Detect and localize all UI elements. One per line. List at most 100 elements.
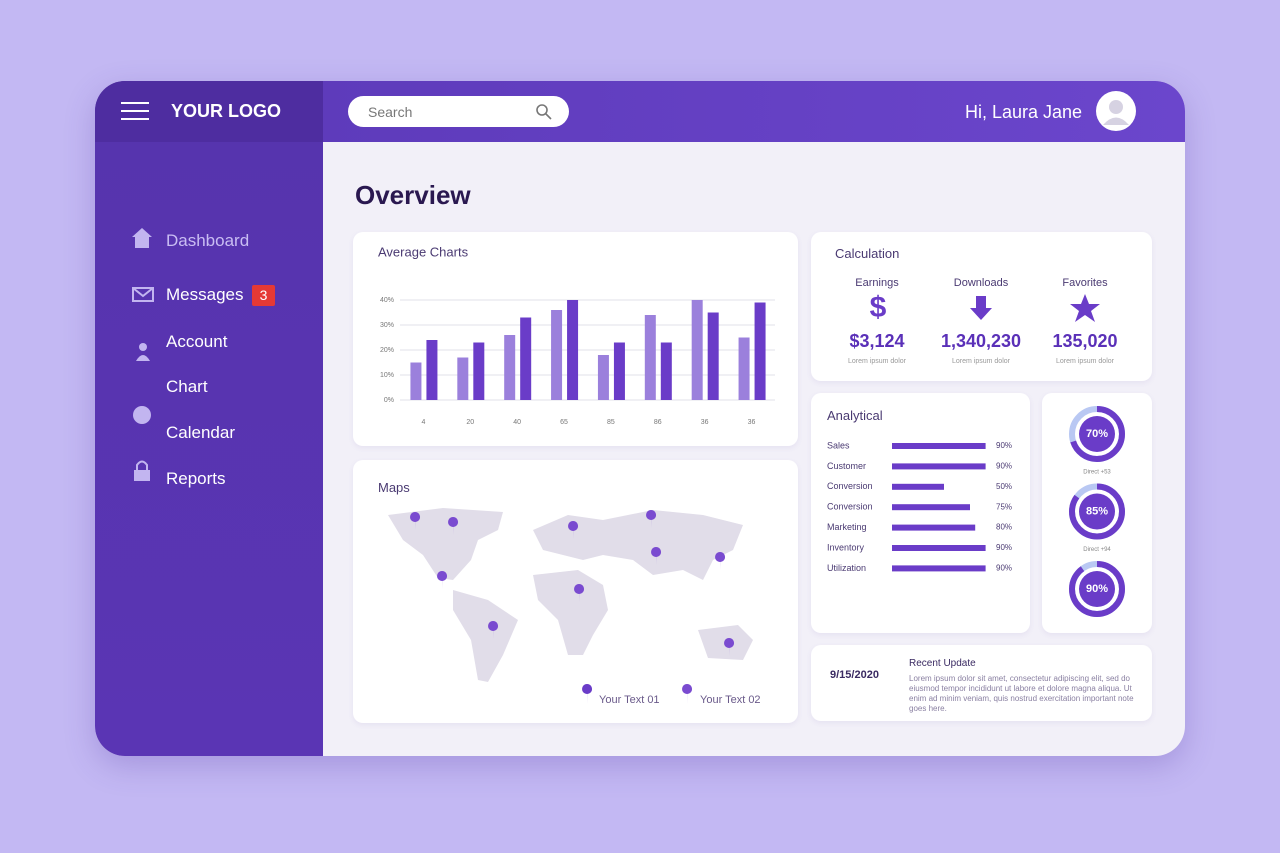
row-value: 90% [996, 543, 1012, 552]
bar [551, 310, 563, 400]
nav-reports[interactable]: Reports [166, 469, 226, 488]
legend-pin [582, 684, 593, 704]
nav-calendar[interactable]: Calendar [166, 423, 235, 442]
row-value: 90% [996, 462, 1012, 471]
map-pin [651, 547, 662, 565]
menu-icon[interactable] [120, 101, 150, 121]
calc-label: Earnings [855, 277, 899, 289]
row-value: 90% [996, 441, 1012, 450]
x-tick-label: 40 [513, 419, 521, 426]
row-bar [892, 463, 986, 470]
row-value: 75% [996, 502, 1012, 511]
x-tick-label: 20 [466, 419, 474, 426]
legend-label: Your Text 01 [599, 694, 660, 706]
bar [707, 312, 719, 400]
bar [644, 315, 656, 400]
update-card [811, 645, 1152, 721]
analytical-title: Analytical [827, 408, 883, 423]
analytical-bars: Sales 90% Customer 90% Conversion 50% Conversi… [827, 440, 1012, 572]
bar [410, 362, 422, 400]
bar [520, 317, 532, 400]
row-label: Marketing [827, 522, 867, 532]
calc-label: Favorites [1062, 277, 1108, 289]
map-pin [715, 552, 726, 570]
x-tick-label: 36 [748, 419, 756, 426]
bar-chart: Average Charts 0% 10% 20% 30% 40% 4 20 40 65 85 86… [378, 244, 775, 426]
x-tick-label: 36 [701, 419, 709, 426]
bar [597, 355, 609, 400]
row-label: Sales [827, 440, 850, 450]
calc-caption: Lorem ipsum dolor [952, 358, 1010, 365]
y-tick-label: 10% [380, 372, 394, 379]
svg-text:$: $ [870, 292, 887, 324]
bar [567, 300, 579, 400]
update-date: 9/15/2020 [830, 669, 879, 681]
nav-account[interactable]: Account [166, 332, 228, 351]
map-pin [437, 571, 448, 589]
row-value: 50% [996, 482, 1012, 491]
bar [504, 335, 516, 400]
analytical-card [811, 393, 1030, 633]
nav-dashboard[interactable]: Dashboard [166, 231, 250, 250]
chart-title: Average Charts [378, 244, 469, 259]
map-pin [568, 521, 579, 539]
ring-center [1079, 416, 1115, 452]
bar [738, 337, 750, 400]
row-bar [892, 483, 944, 490]
calc-icons: $ [870, 292, 1100, 324]
bar [754, 302, 766, 400]
map-pin [410, 512, 421, 530]
row-bar [892, 524, 976, 531]
row-value: 80% [996, 523, 1012, 532]
sidebar [95, 81, 323, 756]
ring-caption: Direct +53 [1083, 470, 1111, 476]
x-tick-label: 86 [654, 419, 662, 426]
avatar[interactable] [1095, 90, 1137, 132]
search-placeholder: Search [368, 104, 413, 120]
ring-label: 85% [1086, 505, 1108, 517]
nav-messages[interactable]: Messages [166, 285, 244, 304]
row-label: Inventory [827, 542, 865, 552]
update-text: Lorem ipsum dolor sit amet, consectetur … [909, 674, 1134, 713]
bar [473, 342, 485, 400]
calc-caption: Lorem ipsum dolor [848, 358, 906, 365]
ring-label: 90% [1086, 583, 1108, 595]
map-pin [724, 638, 735, 656]
map-pin [448, 517, 459, 535]
logo: YOUR LOGO [171, 101, 282, 121]
x-tick-label: 85 [607, 419, 615, 426]
map-pin [488, 621, 499, 639]
y-tick-label: 20% [380, 347, 394, 354]
ring-arc [1069, 561, 1125, 617]
map-title: Maps [378, 480, 410, 495]
update-title: Recent Update [909, 658, 976, 669]
legend-label: Your Text 02 [700, 694, 761, 706]
x-tick-label: 4 [421, 419, 425, 426]
badge: 3 [252, 285, 275, 306]
calc-value: 135,020 [1052, 331, 1118, 351]
calculation-title: Calculation [835, 246, 900, 261]
row-label: Customer [827, 461, 866, 471]
page-title: Overview [355, 180, 471, 210]
legend-pin [682, 684, 693, 704]
ring-arc [1069, 406, 1125, 462]
greeting: Hi, Laura Jane [965, 102, 1083, 122]
nav-chart[interactable]: Chart [166, 377, 208, 396]
y-tick-label: 30% [380, 322, 394, 329]
bar [426, 340, 438, 400]
row-bar [892, 565, 986, 572]
world-map: Your Text 01 Your Text 02 [388, 508, 761, 706]
search-box[interactable]: Search [348, 96, 569, 127]
ring-center [1079, 571, 1115, 607]
calc-caption: Lorem ipsum dolor [1056, 358, 1114, 365]
ring-center [1079, 493, 1115, 530]
map-pin [646, 510, 657, 528]
search-icon [536, 104, 552, 120]
calc-value: 1,340,230 [940, 331, 1022, 351]
bar [613, 342, 625, 400]
ring-label: 70% [1086, 428, 1108, 440]
row-bar [892, 504, 970, 511]
bar [660, 342, 672, 400]
